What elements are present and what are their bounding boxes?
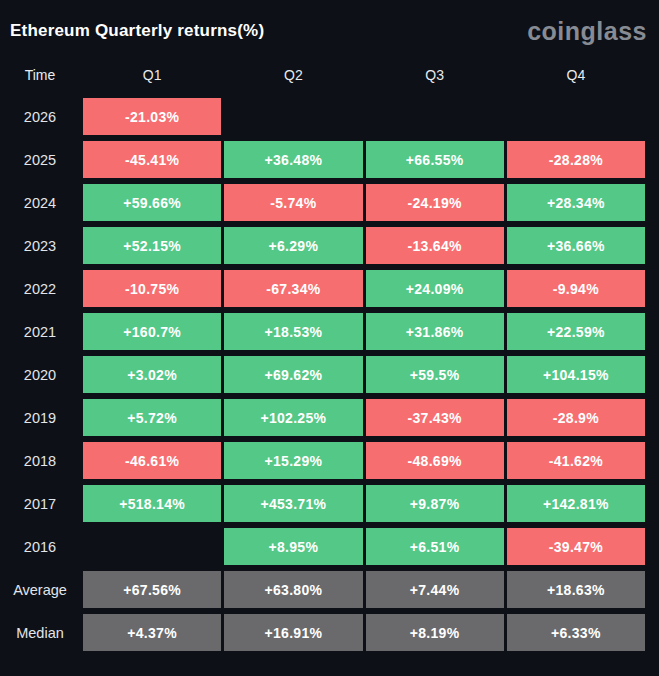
return-cell: +22.59% xyxy=(507,313,645,350)
table-row: 2023+52.15%+6.29%-13.64%+36.66% xyxy=(0,227,645,264)
return-cell: +104.15% xyxy=(507,356,645,393)
return-cell: +16.91% xyxy=(224,614,362,651)
return-cell: +36.66% xyxy=(507,227,645,264)
column-header-q4: Q4 xyxy=(507,67,645,83)
return-cell: +59.5% xyxy=(366,356,504,393)
return-cell: +5.72% xyxy=(83,399,221,436)
return-cell: +31.86% xyxy=(366,313,504,350)
column-header-q2: Q2 xyxy=(224,67,362,83)
return-cell: +28.34% xyxy=(507,184,645,221)
table-row: 2021+160.7%+18.53%+31.86%+22.59% xyxy=(0,313,645,350)
returns-table-body: 2026-21.03%2025-45.41%+36.48%+66.55%-28.… xyxy=(0,98,645,651)
return-cell: +52.15% xyxy=(83,227,221,264)
row-label: 2021 xyxy=(0,313,80,350)
table-row: 2017+518.14%+453.71%+9.87%+142.81% xyxy=(0,485,645,522)
row-label: 2022 xyxy=(0,270,80,307)
row-label: 2023 xyxy=(0,227,80,264)
return-cell: +36.48% xyxy=(224,141,362,178)
row-label: 2026 xyxy=(0,98,80,135)
table-row: 2025-45.41%+36.48%+66.55%-28.28% xyxy=(0,141,645,178)
column-header-q3: Q3 xyxy=(366,67,504,83)
page-title: Ethereum Quarterly returns(%) xyxy=(10,21,264,41)
table-row: 2019+5.72%+102.25%-37.43%-28.9% xyxy=(0,399,645,436)
row-label: 2024 xyxy=(0,184,80,221)
column-header-q1: Q1 xyxy=(83,67,221,83)
row-label: 2020 xyxy=(0,356,80,393)
table-row: Average+67.56%+63.80%+7.44%+18.63% xyxy=(0,571,645,608)
return-cell: -45.41% xyxy=(83,141,221,178)
return-cell: +9.87% xyxy=(366,485,504,522)
table-row: 2018-46.61%+15.29%-48.69%-41.62% xyxy=(0,442,645,479)
return-cell: -28.9% xyxy=(507,399,645,436)
column-header-time: Time xyxy=(0,67,80,83)
return-cell: -21.03% xyxy=(83,98,221,135)
row-label: 2017 xyxy=(0,485,80,522)
return-cell: +59.66% xyxy=(83,184,221,221)
return-cell: +8.95% xyxy=(224,528,362,565)
title-bar: Ethereum Quarterly returns(%) coinglass xyxy=(0,0,659,50)
return-cell: +3.02% xyxy=(83,356,221,393)
row-label: 2025 xyxy=(0,141,80,178)
table-row: Median+4.37%+16.91%+8.19%+6.33% xyxy=(0,614,645,651)
return-cell: -10.75% xyxy=(83,270,221,307)
row-label: 2016 xyxy=(0,528,80,565)
coinglass-logo[interactable]: coinglass xyxy=(527,17,647,46)
table-row: 2024+59.66%-5.74%-24.19%+28.34% xyxy=(0,184,645,221)
return-cell: -9.94% xyxy=(507,270,645,307)
return-cell: +6.33% xyxy=(507,614,645,651)
table-header-row: Time Q1 Q2 Q3 Q4 xyxy=(0,58,645,92)
return-cell: +6.51% xyxy=(366,528,504,565)
return-cell: +7.44% xyxy=(366,571,504,608)
return-cell: -13.64% xyxy=(366,227,504,264)
return-cell: -5.74% xyxy=(224,184,362,221)
return-cell: +18.53% xyxy=(224,313,362,350)
empty-cell xyxy=(83,528,221,565)
return-cell: +67.56% xyxy=(83,571,221,608)
return-cell: +4.37% xyxy=(83,614,221,651)
return-cell: +15.29% xyxy=(224,442,362,479)
return-cell: +24.09% xyxy=(366,270,504,307)
return-cell: +102.25% xyxy=(224,399,362,436)
return-cell: -24.19% xyxy=(366,184,504,221)
return-cell: -46.61% xyxy=(83,442,221,479)
return-cell: +8.19% xyxy=(366,614,504,651)
return-cell: +160.7% xyxy=(83,313,221,350)
return-cell: -37.43% xyxy=(366,399,504,436)
return-cell: +69.62% xyxy=(224,356,362,393)
empty-cell xyxy=(366,98,504,135)
return-cell: -28.28% xyxy=(507,141,645,178)
row-label: Median xyxy=(0,614,80,651)
table-row: 2016 +8.95%+6.51%-39.47% xyxy=(0,528,645,565)
return-cell: -39.47% xyxy=(507,528,645,565)
return-cell: -41.62% xyxy=(507,442,645,479)
return-cell: -67.34% xyxy=(224,270,362,307)
return-cell: +518.14% xyxy=(83,485,221,522)
return-cell: +66.55% xyxy=(366,141,504,178)
empty-cell xyxy=(507,98,645,135)
table-row: 2026-21.03% xyxy=(0,98,645,135)
return-cell: +63.80% xyxy=(224,571,362,608)
return-cell: +142.81% xyxy=(507,485,645,522)
table-row: 2020+3.02%+69.62%+59.5%+104.15% xyxy=(0,356,645,393)
return-cell: +6.29% xyxy=(224,227,362,264)
empty-cell xyxy=(224,98,362,135)
return-cell: +18.63% xyxy=(507,571,645,608)
row-label: 2019 xyxy=(0,399,80,436)
return-cell: +453.71% xyxy=(224,485,362,522)
table-row: 2022-10.75%-67.34%+24.09%-9.94% xyxy=(0,270,645,307)
row-label: 2018 xyxy=(0,442,80,479)
return-cell: -48.69% xyxy=(366,442,504,479)
row-label: Average xyxy=(0,571,80,608)
